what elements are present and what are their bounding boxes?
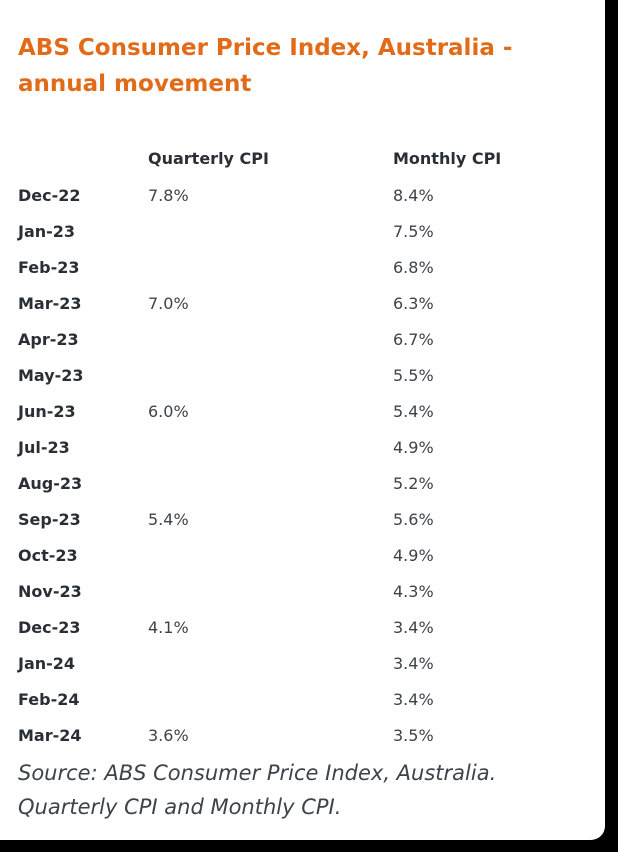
table-row: Jul-23 4.9% [0, 434, 605, 470]
column-header-quarterly: Quarterly CPI [148, 149, 269, 168]
monthly-cpi-cell: 5.5% [393, 366, 434, 385]
period-cell: Dec-22 [18, 186, 81, 205]
period-cell: Nov-23 [18, 582, 82, 601]
monthly-cpi-cell: 4.3% [393, 582, 434, 601]
table-row: Apr-23 6.7% [0, 326, 605, 362]
period-cell: May-23 [18, 366, 84, 385]
monthly-cpi-cell: 6.7% [393, 330, 434, 349]
table-row: Oct-23 4.9% [0, 542, 605, 578]
table-row: Feb-23 6.8% [0, 254, 605, 290]
source-note: Source: ABS Consumer Price Index, Austra… [18, 761, 497, 819]
period-cell: Feb-24 [18, 690, 80, 709]
period-cell: Jun-23 [18, 402, 76, 421]
table-row: Jun-23 6.0% 5.4% [0, 398, 605, 434]
table-row: Sep-23 5.4% 5.6% [0, 506, 605, 542]
period-cell: Mar-24 [18, 726, 82, 745]
table-row: Jan-23 7.5% [0, 218, 605, 254]
quarterly-cpi-cell: 6.0% [148, 402, 189, 421]
table-row: Mar-23 7.0% 6.3% [0, 290, 605, 326]
period-cell: Oct-23 [18, 546, 78, 565]
monthly-cpi-cell: 3.4% [393, 690, 434, 709]
period-cell: Jul-23 [18, 438, 70, 457]
quarterly-cpi-cell: 5.4% [148, 510, 189, 529]
period-cell: Feb-23 [18, 258, 80, 277]
period-cell: Jan-24 [18, 654, 76, 673]
monthly-cpi-cell: 4.9% [393, 438, 434, 457]
table-row: Jan-24 3.4% [0, 650, 605, 686]
monthly-cpi-cell: 5.2% [393, 474, 434, 493]
monthly-cpi-cell: 6.3% [393, 294, 434, 313]
table-title: ABS Consumer Price Index, Australia - an… [18, 35, 513, 97]
table-row: Feb-24 3.4% [0, 686, 605, 722]
table-row: May-23 5.5% [0, 362, 605, 398]
period-cell: Apr-23 [18, 330, 79, 349]
monthly-cpi-cell: 7.5% [393, 222, 434, 241]
period-cell: Jan-23 [18, 222, 76, 241]
period-cell: Sep-23 [18, 510, 81, 529]
quarterly-cpi-cell: 7.0% [148, 294, 189, 313]
table-row: Nov-23 4.3% [0, 578, 605, 614]
monthly-cpi-cell: 8.4% [393, 186, 434, 205]
monthly-cpi-cell: 3.5% [393, 726, 434, 745]
period-cell: Dec-23 [18, 618, 81, 637]
monthly-cpi-cell: 4.9% [393, 546, 434, 565]
column-header-monthly: Monthly CPI [393, 149, 502, 168]
table-row: Mar-24 3.6% 3.5% [0, 722, 605, 758]
monthly-cpi-cell: 3.4% [393, 654, 434, 673]
table-body: Dec-22 7.8% 8.4% Jan-23 7.5% Feb-23 6.8% Mar-23… [0, 182, 605, 758]
table-row: Dec-22 7.8% 8.4% [0, 182, 605, 218]
period-cell: Aug-23 [18, 474, 83, 493]
monthly-cpi-cell: 5.6% [393, 510, 434, 529]
period-cell: Mar-23 [18, 294, 82, 313]
cpi-card: ABS Consumer Price Index, Australia - an… [0, 0, 605, 840]
table-row: Aug-23 5.2% [0, 470, 605, 506]
monthly-cpi-cell: 6.8% [393, 258, 434, 277]
quarterly-cpi-cell: 4.1% [148, 618, 189, 637]
monthly-cpi-cell: 5.4% [393, 402, 434, 421]
monthly-cpi-cell: 3.4% [393, 618, 434, 637]
quarterly-cpi-cell: 3.6% [148, 726, 189, 745]
table-row: Dec-23 4.1% 3.4% [0, 614, 605, 650]
quarterly-cpi-cell: 7.8% [148, 186, 189, 205]
